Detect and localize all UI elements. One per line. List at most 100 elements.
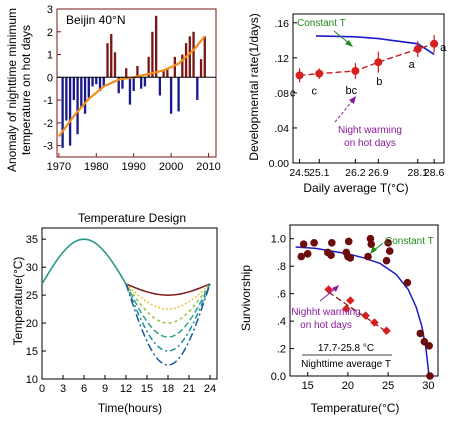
night-warming-point [324,285,333,294]
panel-survivorship: 15 20 25 30 0.0 .2 .4 .6 .8 1.0 Constant T Nighht… [239,224,439,415]
night-warming-trend [328,291,388,333]
anomaly-bar [140,77,143,89]
anomaly-bar [143,77,147,87]
significance-letter: bc [346,85,358,97]
anomaly-bar [199,59,203,78]
anomaly-bar [98,77,102,91]
survivorship-point [303,250,312,258]
rate-point [430,39,439,48]
y-tick-label: .04 [274,123,289,135]
br-night-label-2: on hot days [300,320,352,331]
anomaly-bar [184,43,188,78]
plot-frame [56,8,217,158]
anomaly-bar [125,68,128,78]
panel-anomaly-chart: 1970 1980 1990 2000 2010 -3 -2 -1 0 1 2 3 Beijin 40… [5,4,221,173]
rate-point [315,69,324,78]
night-warming-points [324,285,391,335]
x-tick-label: 30 [422,380,434,392]
survivorship-point [384,239,392,247]
y-tick-label: 15 [26,346,38,358]
x-tick-label: 1980 [84,161,108,173]
night-warming-point [346,296,355,305]
y-tick-label: .4 [277,316,286,328]
y-tick-label: .8 [277,261,286,273]
anomaly-bar [110,34,113,78]
br-xlabel: Temperature(°C) [311,401,400,415]
rate-point [351,66,360,75]
anomaly-bar [68,77,72,146]
anomaly-bar [177,77,180,112]
y-tick-label: .12 [274,53,289,65]
y-tick-label: .6 [277,289,286,301]
anomaly-bar [151,31,154,78]
br-ylabel: Survivorship [239,265,253,331]
survivorship-point [310,239,318,247]
x-tick-label: 3 [60,383,66,395]
night-warming-points [295,35,439,83]
night-warming-curve [299,43,435,77]
y-tick-label: -3 [43,141,53,153]
y-tick-label: 1 [47,50,53,62]
significance-letter: c [312,86,318,98]
tr-night-label-1: Night warming [338,125,402,136]
anomaly-bar [72,77,75,101]
night-temperature-curve [125,283,211,324]
x-tick-label: 25 [382,380,394,392]
tr-night-label-2: on hot days [344,138,396,149]
y-tick-label: .2 [277,344,286,356]
tr-xlabel: Daily average T(°C) [303,181,408,195]
anomaly-bar [76,77,79,135]
anomaly-bar [181,54,184,78]
anomaly-bar [61,77,64,148]
bl-xlabel: Time(hours) [98,401,162,415]
significance-letter: a [409,59,416,71]
anomaly-bar [136,65,139,78]
constant-t-points [297,234,434,380]
anomaly-bar [87,77,90,98]
temperature-design-curves [41,238,211,366]
br-range-text: 17.7-25.8 °C [318,343,374,354]
survivorship-point [346,254,355,262]
x-tick-label: 12 [120,383,132,395]
anomaly-bar [113,52,117,78]
tr-night-arrow [334,99,354,123]
anomaly-bar [158,77,162,96]
survivorship-point [328,239,336,247]
anomaly-bar [80,77,83,107]
x-tick-label: 1970 [47,161,71,173]
bl-ylabel: Temperature(°C) [11,257,25,346]
br-night-label-1: Nighht warming [291,307,360,318]
night-temperature-curve [125,283,211,352]
y-tick-label: 0.00 [269,158,290,170]
tl-ylabel-line2: temperature on hot days [19,25,33,155]
y-tick-label: .08 [274,88,289,100]
night-temperature-curve [125,283,211,310]
tr-constant-arrowhead [345,40,353,47]
x-tick-label: 9 [102,383,108,395]
y-tick-label: 30 [26,262,38,274]
survivorship-point [385,247,394,255]
anomaly-bar [154,15,158,78]
anomaly-bar [173,56,177,78]
night-warming-point [342,304,351,313]
anomaly-bar [65,77,68,121]
x-tick-label: 15 [302,380,314,392]
anomaly-bar [83,77,87,114]
y-tick-label: 25 [26,290,38,302]
anomaly-bar [132,77,135,91]
x-tick-label: 26.2 [345,167,366,179]
significance-letters: c c bc b a a [290,42,447,100]
y-tick-label: -2 [43,118,53,130]
y-tick-label: 20 [26,318,38,330]
anomaly-bar [192,31,195,78]
panel-development-rate: 24.5 25.1 26.2 26.9 28.128.6 0.00 .04 .08 .12 .16… [247,13,447,195]
significance-letter: c [290,87,296,99]
survivorship-point [367,240,376,249]
x-tick-label: 20 [342,380,354,392]
x-tick-label: 18 [162,383,174,395]
y-tick-label: -1 [43,95,53,107]
x-tick-label: 0 [39,383,45,395]
anomaly-bar [102,77,105,87]
anomaly-bar [147,56,150,78]
anomaly-bar [106,43,109,78]
